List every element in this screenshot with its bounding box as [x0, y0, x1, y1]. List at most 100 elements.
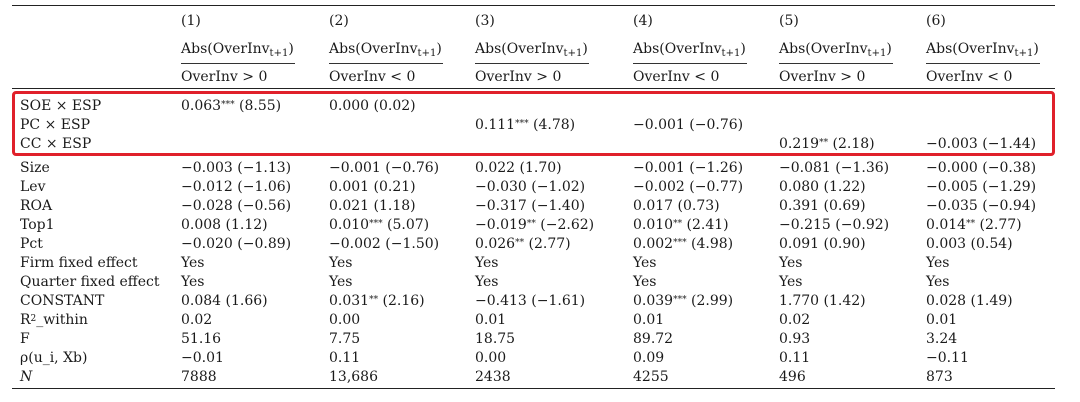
table-cell: 4255 — [633, 369, 669, 386]
row-label-text: PC × ESP — [20, 117, 90, 133]
coefficient: Yes — [181, 274, 205, 290]
table-cell: 89.72 — [633, 331, 673, 348]
column-number: (5) — [779, 13, 799, 29]
row-label-text: Size — [20, 160, 50, 176]
table-cell: −0.003 (−1.13) — [181, 160, 291, 177]
row-label: Lev — [20, 179, 46, 196]
coefficient: −0.028 — [181, 198, 233, 214]
dependent-variable-name: Abs(OverInv — [475, 41, 564, 57]
row-label: Quarter fixed effect — [20, 274, 160, 291]
table-cell: 0.010** (2.41) — [633, 217, 729, 234]
table-cell: Yes — [329, 274, 353, 291]
dependent-variable-name: Abs(OverInv — [926, 41, 1015, 57]
coefficient: 0.010 — [329, 217, 370, 233]
coefficient: 496 — [779, 369, 806, 385]
t-statistic: (2.41) — [686, 217, 729, 233]
row-label-text: ROA — [20, 198, 53, 214]
row-label-text: Top1 — [20, 217, 55, 233]
table-cell: 7888 — [181, 369, 217, 386]
dependent-variable-subscript: t+1 — [269, 48, 289, 59]
sample-condition: OverInv < 0 — [329, 69, 416, 85]
t-statistic: (0.69) — [823, 198, 866, 214]
significance-stars: *** — [221, 100, 235, 110]
coefficient: −0.001 — [633, 160, 685, 176]
coefficient: 0.391 — [779, 198, 820, 214]
table-cell: 0.031** (2.16) — [329, 293, 425, 310]
table-cell: Yes — [926, 255, 950, 272]
table-cell: 0.063*** (8.55) — [181, 98, 281, 115]
row-label-text: ρ(u_i, Xb) — [20, 350, 88, 366]
table-cell: −0.012 (−1.06) — [181, 179, 291, 196]
coefficient: 0.111 — [475, 117, 516, 133]
table-cell: 0.028 (1.49) — [926, 293, 1013, 310]
table-cell: Yes — [633, 274, 657, 291]
coefficient: −0.11 — [926, 350, 969, 366]
table-cell: −0.001 (−0.76) — [329, 160, 439, 177]
t-statistic: (1.22) — [823, 179, 866, 195]
dependent-variable-name: Abs(OverInv — [779, 41, 868, 57]
coefficient: 0.022 — [475, 160, 516, 176]
table-cell: 0.01 — [633, 312, 664, 329]
table-cell: −0.081 (−1.36) — [779, 160, 889, 177]
coefficient: −0.215 — [779, 217, 831, 233]
row-label-text: F — [20, 331, 30, 347]
coefficient: −0.413 — [475, 293, 527, 309]
table-cell: 0.001 (0.21) — [329, 179, 416, 196]
t-statistic: (4.98) — [691, 236, 734, 252]
table-cell: −0.005 (−1.29) — [926, 179, 1036, 196]
coefficient: 0.219 — [779, 136, 820, 152]
dependent-variable-close: ) — [740, 41, 746, 57]
row-label: Size — [20, 160, 50, 177]
table-cell: Yes — [475, 255, 499, 272]
row-label-text: Quarter fixed effect — [20, 274, 160, 290]
dependent-variable-close: ) — [582, 41, 588, 57]
t-statistic: (8.55) — [239, 98, 282, 114]
column-number: (1) — [181, 13, 201, 29]
t-statistic: (1.49) — [970, 293, 1013, 309]
coefficient: 4255 — [633, 369, 669, 385]
coefficient: −0.035 — [926, 198, 978, 214]
table-cell: −0.413 (−1.61) — [475, 293, 585, 310]
coefficient: 0.09 — [633, 350, 665, 366]
table-cell: 0.02 — [181, 312, 212, 329]
t-statistic: (−0.38) — [982, 160, 1037, 176]
row-label: ROA — [20, 198, 52, 215]
t-statistic: (1.42) — [823, 293, 866, 309]
coefficient: Yes — [329, 255, 353, 271]
t-statistic: (−0.92) — [835, 217, 890, 233]
table-cell: 0.022 (1.70) — [475, 160, 562, 177]
t-statistic: (−1.02) — [531, 179, 586, 195]
significance-stars: ** — [673, 219, 683, 229]
t-statistic: (−0.89) — [237, 236, 292, 252]
table-cell: 873 — [926, 369, 953, 386]
table-cell: 0.01 — [475, 312, 506, 329]
coefficient: −0.003 — [926, 136, 978, 152]
row-label-text: Pct — [20, 236, 43, 252]
row-label: Top1 — [20, 217, 55, 234]
t-statistic: (0.73) — [677, 198, 720, 214]
coefficient: 1.770 — [779, 293, 820, 309]
table-cell: 0.02 — [779, 312, 810, 329]
significance-stars: ** — [819, 138, 829, 148]
t-statistic: (−2.62) — [540, 217, 595, 233]
table-cell: 0.002*** (4.98) — [633, 236, 733, 253]
dependent-variable-close: ) — [1033, 41, 1039, 57]
row-label: Pct — [20, 236, 43, 253]
coefficient: 7888 — [181, 369, 217, 385]
table-cell: 0.008 (1.12) — [181, 217, 268, 234]
coefficient: 0.00 — [329, 312, 361, 328]
row-label-superscript: 2 — [30, 314, 37, 324]
dependent-variable-name: Abs(OverInv — [633, 41, 722, 57]
coefficient: 7.75 — [329, 331, 361, 347]
coefficient: Yes — [329, 274, 353, 290]
coefficient: 2438 — [475, 369, 511, 385]
table-cell: Yes — [181, 274, 205, 291]
t-statistic: (−0.76) — [385, 160, 440, 176]
column-number: (4) — [633, 13, 653, 29]
table-cell: −0.11 — [926, 350, 969, 367]
coefficient: 13,686 — [329, 369, 378, 385]
row-label: F — [20, 331, 30, 348]
table-cell: Yes — [475, 274, 499, 291]
row-label-text: Firm fixed effect — [20, 255, 138, 271]
coefficient: 89.72 — [633, 331, 674, 347]
